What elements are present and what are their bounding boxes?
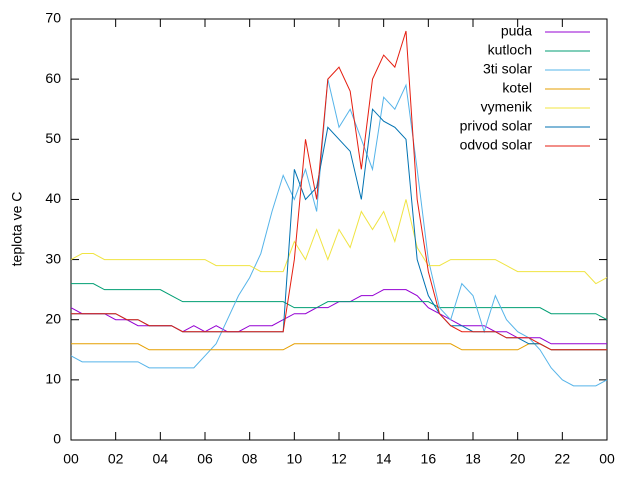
x-tick-label: 00 [63,451,79,467]
x-tick-label: 16 [421,451,437,467]
legend-label: kotel [502,80,532,96]
y-tick-label: 0 [53,431,61,447]
legend-label: vymenik [481,99,533,115]
y-tick-label: 30 [45,250,61,266]
y-tick-label: 10 [45,371,61,387]
y-tick-label: 50 [45,130,61,146]
series-line [70,79,608,387]
legend-label: kutloch [488,42,532,58]
series-line [70,199,608,285]
legend-label: 3ti solar [483,61,532,77]
y-tick-label: 20 [45,310,61,326]
x-tick-label: 14 [376,451,392,467]
legend-label: puda [501,23,532,39]
x-tick-label: 06 [197,451,213,467]
x-tick-label: 22 [555,451,571,467]
y-tick-label: 40 [45,190,61,206]
y-tick-label: 60 [45,70,61,86]
x-tick-label: 04 [153,451,169,467]
legend-label: privod solar [460,118,533,134]
x-tick-label: 12 [331,451,347,467]
y-axis-label: teplota ve C [9,192,25,267]
series-line [71,283,608,321]
x-tick-label: 18 [465,451,481,467]
y-tick-label: 70 [45,10,61,26]
x-tick-label: 02 [108,451,124,467]
x-tick-label: 20 [510,451,526,467]
series-line [71,30,607,351]
legend-label: odvod solar [460,137,533,153]
x-tick-label: 10 [287,451,303,467]
plot-border [70,18,608,441]
series-line [71,343,607,351]
x-tick-label: 00 [599,451,615,467]
x-tick-label: 08 [242,451,258,467]
